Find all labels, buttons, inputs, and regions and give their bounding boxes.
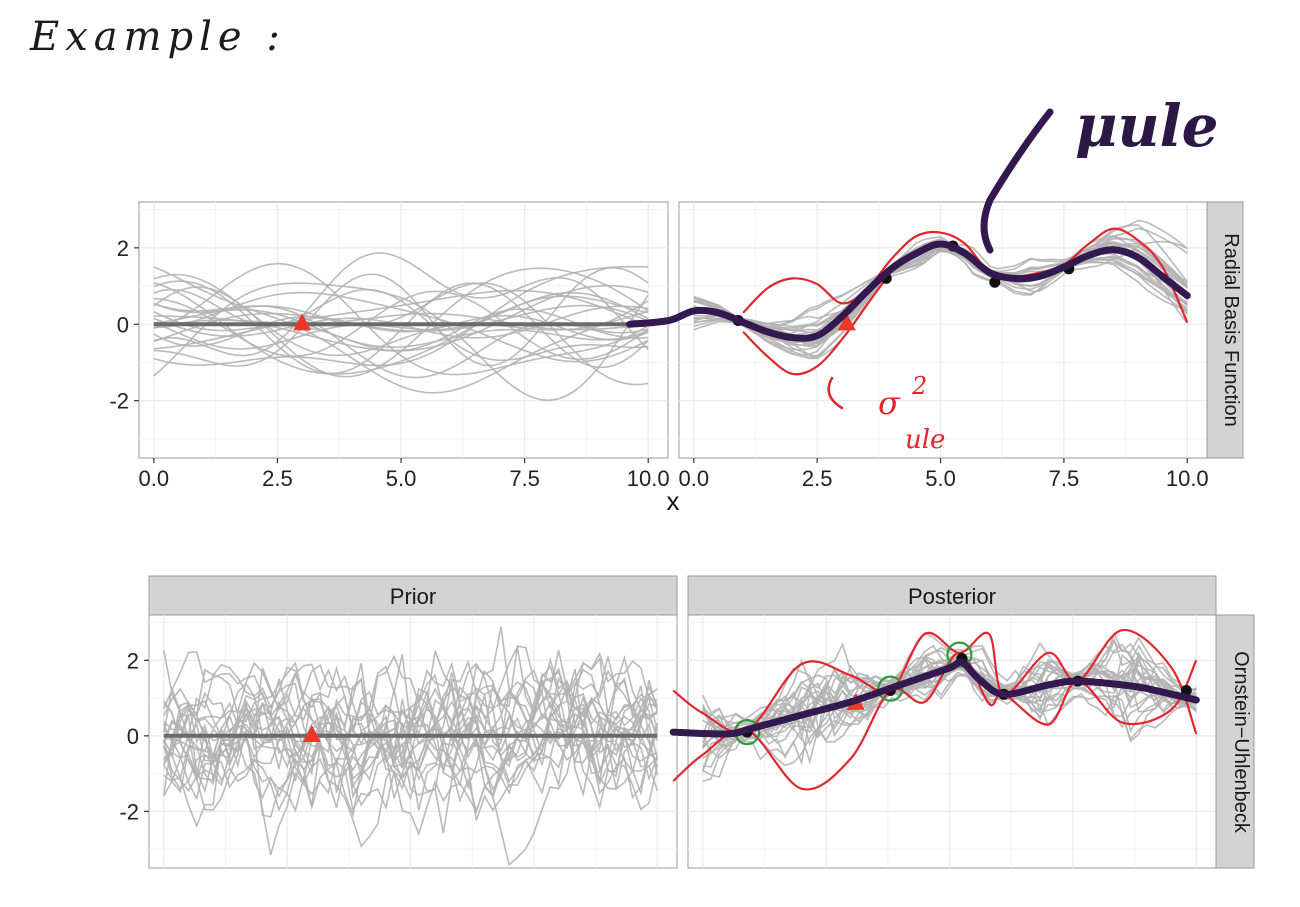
sample-path <box>153 290 649 361</box>
ou-green-highlight-circle <box>946 641 973 668</box>
sample-path <box>163 654 658 867</box>
mu-pointer-stroke <box>980 108 1054 254</box>
rbf-prior-x-tick-label: 5.0 <box>386 466 417 491</box>
rbf-prior-x-tick-label: 0.0 <box>139 466 170 491</box>
ou-green-highlight-circle <box>877 675 904 702</box>
handwritten-example-label: Example : <box>30 14 286 60</box>
ou-row-strip <box>1215 614 1255 869</box>
rbf-y-tick-label: 2 <box>117 236 129 261</box>
sample-path <box>153 273 649 357</box>
sample-path <box>163 677 659 789</box>
sample-path <box>153 252 649 357</box>
rbf-posterior-x-tick-label: 2.5 <box>802 466 833 491</box>
rbf-red-envelope-lower <box>742 277 888 376</box>
ou-y-tick-label: 0 <box>127 724 139 749</box>
handwritten-sigma-subscript: ule <box>905 425 946 455</box>
ou-handdrawn-mean <box>669 658 1200 738</box>
ou-y-tick-label: -2 <box>119 799 139 824</box>
sample-path <box>153 266 649 394</box>
ou-red-envelope-lower <box>672 651 1198 791</box>
sample-path <box>153 308 649 349</box>
ou-prior-strip-label: Prior <box>390 584 436 609</box>
rbf-posterior-x-tick-label: 5.0 <box>925 466 956 491</box>
rbf-x-axis-label: x <box>667 486 680 516</box>
rbf-row-strip-label: Radial Basis Function <box>1220 233 1242 426</box>
rbf-posterior-x-tick-label: 10.0 <box>1166 466 1209 491</box>
sample-path <box>702 653 1197 756</box>
rbf-posterior-x-tick-label: 7.5 <box>1049 466 1080 491</box>
ou-prior-strip <box>148 575 678 616</box>
sample-path <box>153 282 649 402</box>
rbf-prior-triangle <box>293 313 312 331</box>
rbf-posterior-x-tick-label: 0.0 <box>679 466 710 491</box>
ou-row-strip-label: Ornstein−Uhlenbeck <box>1230 651 1252 834</box>
ou-posterior-strip-label: Posterior <box>908 584 996 609</box>
sample-path <box>163 692 659 828</box>
rbf-prior-x-tick-label: 7.5 <box>509 466 540 491</box>
sample-path <box>163 656 659 796</box>
sample-path <box>153 289 649 350</box>
sample-path <box>153 265 649 367</box>
rbf-y-tick-label: 0 <box>117 312 129 337</box>
ou-posterior-strip <box>687 575 1217 616</box>
rbf-handdrawn-mean <box>626 240 1191 342</box>
rbf-y-tick-label: -2 <box>109 389 129 414</box>
sample-path <box>153 291 649 350</box>
handwritten-sigma-superscript: 2 <box>912 372 928 400</box>
ou-prior-triangle <box>302 724 321 742</box>
sample-path <box>702 646 1197 727</box>
rbf-prior-x-tick-label: 10.0 <box>627 466 670 491</box>
handwritten-sigma-label: σ <box>878 384 900 422</box>
sample-path <box>153 291 649 363</box>
sample-path <box>153 262 649 376</box>
handwritten-mu-label: μule <box>1075 92 1219 160</box>
ou-y-tick-label: 2 <box>127 648 139 673</box>
ou-observation-point <box>1180 685 1192 697</box>
sample-path <box>153 308 649 352</box>
sample-path <box>153 282 649 386</box>
rbf-red-envelope-upper <box>742 227 1189 323</box>
sample-path <box>163 661 658 800</box>
sample-path <box>702 631 1197 753</box>
rbf-sigma-pointer-stroke <box>827 376 844 410</box>
rbf-observation-point <box>989 276 1001 288</box>
sample-path <box>153 280 649 375</box>
rbf-posterior-triangle <box>837 313 856 331</box>
rbf-row-strip <box>1206 201 1244 459</box>
rbf-prior-x-tick-label: 2.5 <box>262 466 293 491</box>
sample-path <box>163 645 659 818</box>
